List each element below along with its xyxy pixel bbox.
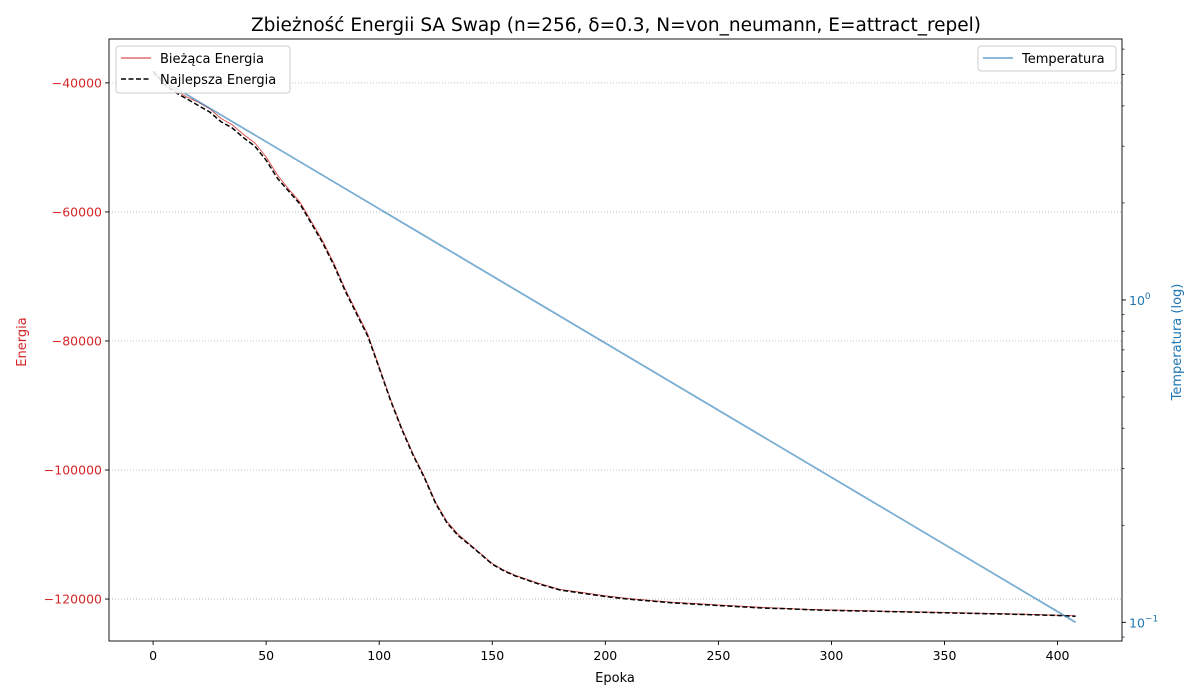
series-lines	[152, 70, 1077, 624]
x-tick-label: 150	[480, 648, 504, 663]
x-tick-label: 400	[1046, 648, 1070, 663]
x-tick-label: 350	[933, 648, 957, 663]
x-tick-label: 0	[149, 648, 157, 663]
y-tick-label: −60000	[52, 204, 102, 219]
y-tick-label: −120000	[44, 592, 102, 607]
x-tick-label: 300	[820, 648, 844, 663]
y2-axis-title: Temperatura (log)	[1170, 284, 1185, 402]
legend-label-temperature: Temperatura	[1021, 52, 1105, 67]
series-line-best-energy	[152, 70, 1076, 617]
chart-title: Zbieżność Energii SA Swap (n=256, δ=0.3,…	[251, 15, 981, 36]
legend-label-current-energy: Bieżąca Energia	[160, 52, 264, 67]
x-tick-label: 100	[367, 648, 391, 663]
x-axis-title: Epoka	[595, 671, 635, 686]
y-tick-label: −40000	[52, 75, 102, 90]
x-tick-label: 50	[258, 648, 274, 663]
plot-area-frame	[108, 38, 1123, 642]
x-tick-label: 200	[593, 648, 617, 663]
legend-temperature: Temperatura	[977, 45, 1117, 72]
x-tick-label: 250	[706, 648, 730, 663]
y-axis-energy: −40000 −60000 −80000 −100000 −120000	[44, 75, 109, 607]
x-axis: 0 50 100 150 200 250 300 350 400	[149, 641, 1070, 663]
legend-temperature-box	[977, 45, 1117, 72]
y-tick-label: −80000	[52, 333, 102, 348]
legend-label-best-energy: Najlepsza Energia	[160, 73, 276, 88]
y-axis-title: Energia	[15, 317, 30, 366]
series-line-temperature	[152, 73, 1077, 624]
legend-energy: Bieżąca Energia Najlepsza Energia	[115, 45, 291, 94]
legend-energy-box	[115, 45, 291, 94]
y-tick-label: −100000	[44, 463, 102, 478]
